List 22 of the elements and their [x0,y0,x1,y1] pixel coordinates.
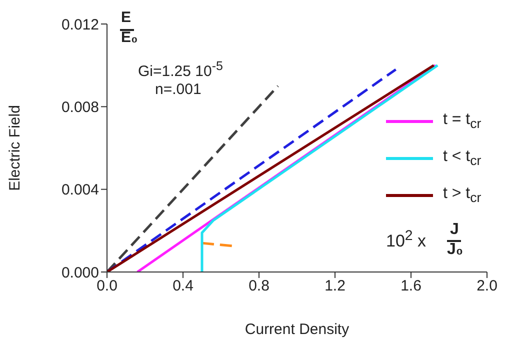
annotation: E₀ [121,29,138,46]
y-tick-label: 0.000 [61,264,99,282]
annotation: J₀ [447,241,464,259]
x-tick-label: 0.4 [172,278,194,295]
annotation: 10$^{2}$ x [386,228,426,252]
legend-label: t > t$_{cr}$ [443,185,482,206]
x-tick-label: 1.2 [324,278,346,295]
y-tick-label: 0.008 [61,98,99,116]
legend-label: t < t$_{cr}$ [443,148,482,169]
annotation: Gi=1.25 10$^{-5}$ [138,59,223,80]
x-axis-title: Current Density [244,321,350,338]
y-axis-title: Electric Field [6,105,24,191]
x-tick-label: 0.0 [96,278,118,295]
y-tick-label: 0.012 [61,16,99,34]
y-tick-label: 0.004 [61,182,99,199]
x-tick-label: 2.0 [476,278,498,295]
x-tick-label: 0.8 [248,278,270,295]
annotation: E [121,9,132,26]
legend-label: t = t$_{cr}$ [443,111,482,132]
x-tick-label: 1.6 [400,278,422,295]
annotation: J [450,221,459,239]
annotation: n=.001 [155,81,202,98]
